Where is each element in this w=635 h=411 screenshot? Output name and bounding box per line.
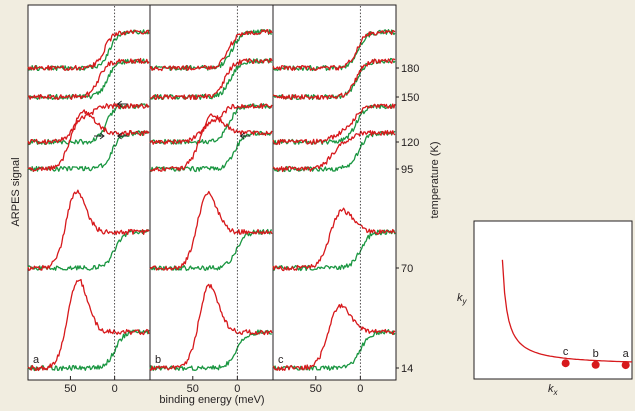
arrow-a-120 (116, 132, 128, 140)
arrow-b-120 (239, 132, 251, 140)
spectrum-b-green-70k (149, 228, 272, 272)
spectrum-b-red-70k (149, 190, 273, 271)
spectrum-b-green-14k (149, 329, 272, 372)
y-axis-label: ARPES signal (10, 157, 22, 226)
fermi-surface-curve (501, 259, 632, 363)
spectrum-c-red-180k (272, 29, 396, 71)
spectrum-c-red-70k (272, 207, 396, 272)
x-tick-label-c-0: 50 (310, 383, 322, 395)
arpes-chart: 50 0 a 50 0 b 50 0 c 180 150 120 95 70 14 ARPES signal… (10, 4, 441, 406)
spectrum-a-red-95k (27, 109, 150, 172)
fs-point-b (591, 360, 600, 369)
spectrum-b-red-150k (149, 57, 273, 101)
x-tick-label-a-0: 50 (64, 383, 76, 395)
fs-point-label-c: c (563, 346, 569, 358)
fs-x-axis-label: kx (548, 383, 559, 397)
x-axis-label: binding energy (meV) (159, 394, 264, 406)
panel-c-area (272, 4, 397, 381)
arrow-a-120-left (94, 132, 105, 140)
fs-x-axis-sub: x (553, 388, 559, 397)
y2-axis-label: temperature (K) (429, 141, 441, 218)
chart-marks: 50 0 a 50 0 b 50 0 c 180 150 120 95 70 14 (33, 6, 419, 395)
spectrum-c-red-150k (272, 58, 396, 101)
panel-label-c: c (278, 354, 284, 366)
spectra-traces (27, 28, 396, 372)
fs-y-axis-sub: y (462, 297, 468, 306)
fs-point-c (561, 359, 570, 368)
fermi-surface-area (473, 220, 633, 380)
fs-point-label-a: a (623, 348, 630, 360)
temperature-label-14: 14 (401, 363, 413, 375)
spectrum-b-red-180k (149, 29, 273, 72)
spectrum-a-red-180k (27, 29, 150, 71)
temperature-label-95: 95 (401, 164, 413, 176)
fs-x-axis-k: k (548, 383, 554, 395)
temperature-label-180: 180 (401, 63, 419, 75)
spectrum-a-red-150k (27, 57, 150, 101)
spectrum-c-red-95k (272, 129, 396, 173)
spectrum-c-red-14k (272, 303, 396, 371)
fs-y-axis-k: k (457, 292, 463, 304)
x-tick-label-b-1: 0 (234, 383, 240, 395)
x-tick-label-a-1: 0 (112, 383, 118, 395)
spectrum-b-red-14k (149, 283, 273, 371)
fs-point-label-b: b (593, 348, 599, 360)
spectrum-c-red-120k (272, 103, 396, 145)
spectrum-b-red-120k (149, 102, 273, 145)
temperature-label-120: 120 (401, 137, 419, 149)
x-tick-label-c-1: 0 (357, 383, 363, 395)
temperature-label-150: 150 (401, 92, 419, 104)
panel-label-b: b (155, 354, 161, 366)
spectrum-a-red-14k (27, 278, 150, 372)
panel-label-a: a (33, 354, 40, 366)
x-tick-label-b-0: 50 (187, 383, 199, 395)
temperature-label-70: 70 (401, 263, 413, 275)
fs-point-a (621, 361, 630, 370)
fs-y-axis-label: ky (457, 292, 468, 306)
spectrum-a-red-70k (27, 189, 150, 271)
spectrum-b-red-95k (149, 113, 273, 172)
arrow-a-150 (116, 100, 128, 108)
